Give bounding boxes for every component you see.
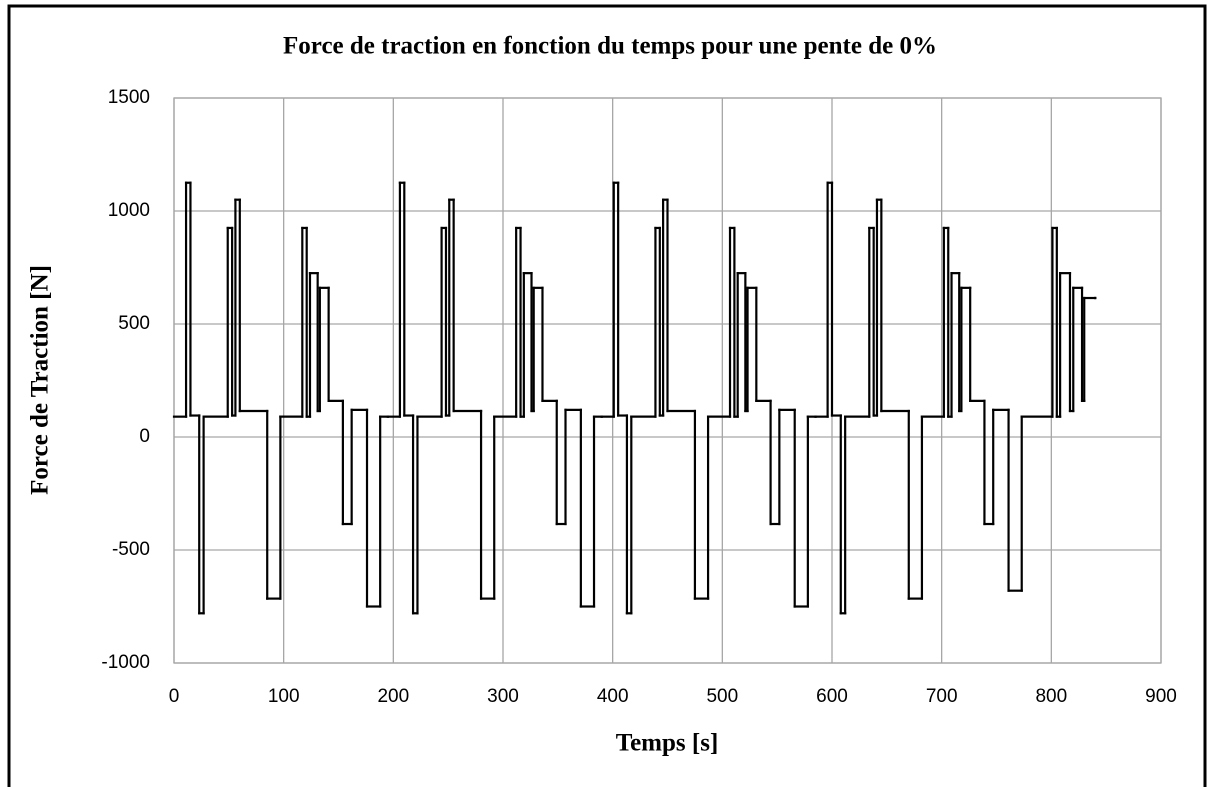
y-tick-label: 1500 — [108, 87, 150, 108]
y-tick-label: 500 — [118, 313, 150, 334]
y-tick-label: -500 — [112, 539, 150, 560]
x-axis-label: Temps [s] — [616, 730, 719, 757]
x-tick-label: 200 — [377, 686, 409, 707]
x-tick-label: 700 — [926, 686, 958, 707]
chart-border — [7, 4, 1207, 787]
y-axis-label: Force de Traction [N] — [27, 265, 54, 495]
x-tick-label: 100 — [268, 686, 300, 707]
x-tick-label: 300 — [487, 686, 519, 707]
y-tick-label: -1000 — [101, 652, 150, 673]
plot-area — [173, 97, 1162, 664]
y-tick-label: 1000 — [108, 200, 150, 221]
x-tick-label: 900 — [1145, 686, 1177, 707]
chart-title: Force de traction en fonction du temps p… — [283, 33, 937, 60]
x-tick-label: 500 — [706, 686, 738, 707]
x-tick-label: 400 — [597, 686, 629, 707]
y-tick-label: 0 — [139, 426, 150, 447]
x-tick-label: 0 — [169, 686, 180, 707]
x-tick-label: 800 — [1035, 686, 1067, 707]
x-tick-label: 600 — [816, 686, 848, 707]
